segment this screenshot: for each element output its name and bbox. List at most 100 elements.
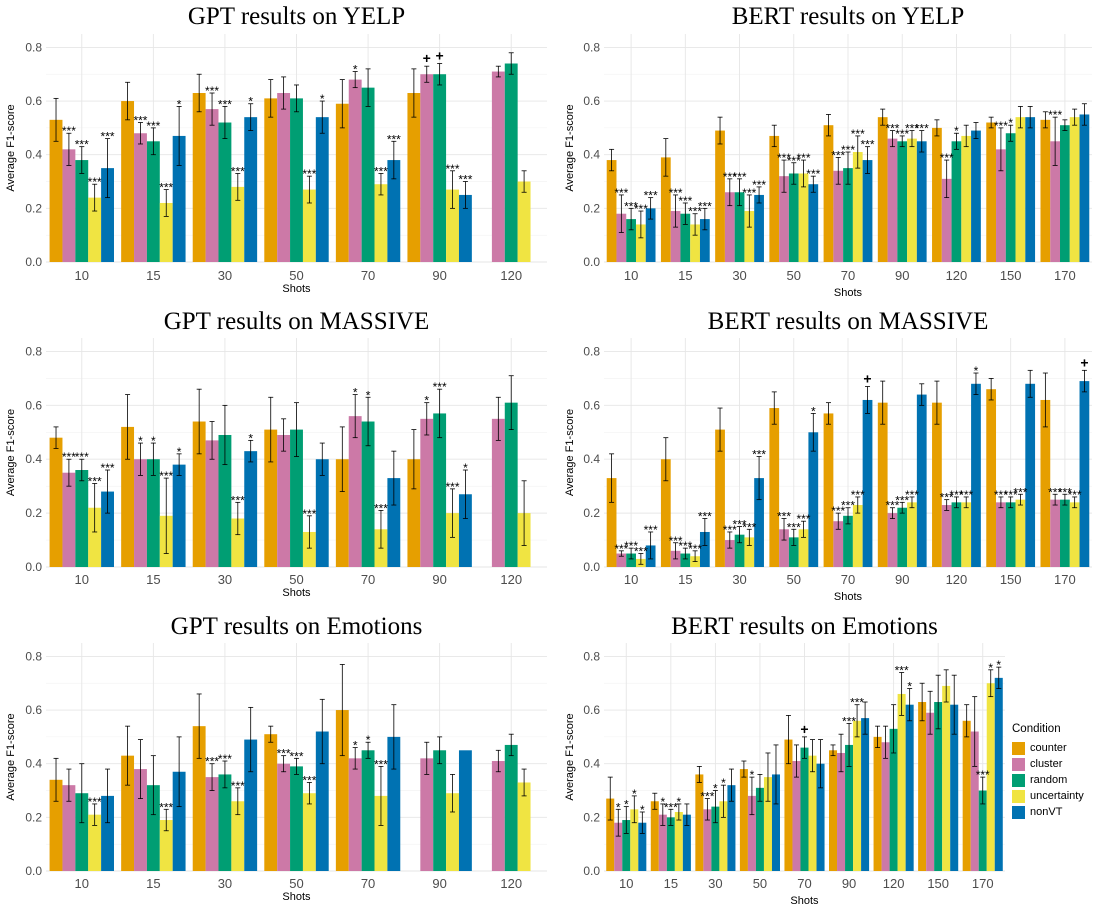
significance-marker: *** [841, 143, 855, 157]
bar-nonVT-30 [244, 451, 258, 567]
bar-random-30 [734, 192, 745, 262]
legend-title: Condition [1012, 723, 1061, 735]
x-axis-label: Shots [282, 891, 311, 903]
significance-marker: *** [851, 127, 865, 141]
significance-marker: * [177, 445, 182, 459]
bar-nonVT-70 [862, 160, 873, 262]
significance-marker: *** [851, 488, 865, 502]
bar-random-15 [146, 785, 160, 871]
bar-cluster-15 [134, 769, 147, 871]
bar-cluster-120 [491, 761, 505, 871]
x-tick-label: 90 [895, 572, 909, 587]
significance-marker: *** [624, 199, 638, 213]
y-tick-label: 0.2 [25, 810, 42, 824]
x-tick-label: 170 [1054, 572, 1076, 587]
bar-cluster-170 [970, 731, 979, 871]
significance-marker: *** [634, 545, 648, 559]
y-axis-label: Average F1-score [564, 104, 576, 191]
bar-uncertainty-90 [907, 138, 917, 262]
bar-uncertainty-70 [808, 755, 817, 871]
chart-title: GPT results on Emotions [171, 613, 423, 640]
y-tick-label: 0.0 [25, 255, 42, 269]
legend-item-random: random [1012, 772, 1096, 788]
significance-marker: + [863, 370, 871, 386]
bar-uncertainty-30 [744, 537, 755, 567]
bar-uncertainty-70 [852, 152, 863, 262]
x-tick-label: 90 [432, 876, 446, 891]
bar-nonVT-90 [916, 394, 927, 567]
bar-counter-15 [660, 459, 671, 567]
significance-marker: *** [62, 450, 76, 464]
significance-marker: * [750, 768, 755, 782]
x-tick-label: 70 [841, 572, 855, 587]
bar-uncertainty-10 [88, 197, 102, 262]
bar-random-70 [361, 421, 375, 567]
bar-uncertainty-90 [446, 513, 459, 567]
bar-nonVT-50 [315, 731, 329, 871]
significance-marker: *** [752, 448, 766, 462]
significance-marker: *** [700, 790, 714, 804]
bar-uncertainty-120 [961, 135, 972, 262]
bar-random-15 [666, 817, 675, 871]
bar-cluster-30 [724, 192, 735, 262]
bar-uncertainty-30 [231, 801, 245, 871]
bar-uncertainty-120 [517, 782, 531, 871]
x-axis-label: Shots [834, 287, 863, 299]
bar-uncertainty-50 [302, 189, 316, 262]
x-tick-label: 15 [146, 268, 160, 283]
bar-random-90 [897, 141, 908, 262]
y-tick-label: 0.4 [583, 148, 600, 162]
bar-cluster-90 [887, 138, 898, 262]
bar-counter-70 [335, 459, 349, 567]
bar-uncertainty-10 [635, 224, 646, 262]
x-tick-label: 90 [842, 876, 856, 891]
bar-random-150 [1005, 133, 1016, 262]
bar-uncertainty-50 [763, 777, 772, 871]
bar-random-30 [218, 774, 232, 871]
bar-cluster-70 [792, 761, 801, 871]
significance-marker: *** [723, 170, 737, 184]
x-tick-label: 30 [218, 268, 232, 283]
significance-marker: *** [723, 523, 737, 537]
bar-random-10 [75, 160, 89, 262]
bar-nonVT-170 [1079, 381, 1090, 567]
bar-nonVT-10 [645, 208, 656, 262]
bar-uncertainty-50 [302, 531, 316, 567]
bar-counter-70 [335, 103, 349, 262]
bar-nonVT-15 [699, 219, 710, 262]
significance-marker: *** [374, 501, 388, 515]
x-tick-label: 10 [75, 268, 89, 283]
y-tick-label: 0.6 [25, 94, 42, 108]
bar-random-10 [626, 219, 636, 262]
y-tick-label: 0.0 [25, 560, 42, 574]
x-tick-label: 50 [289, 268, 303, 283]
bar-random-70 [361, 87, 375, 262]
y-tick-label: 0.0 [583, 255, 600, 269]
significance-marker: *** [302, 167, 316, 181]
bar-nonVT-50 [808, 184, 819, 262]
bar-uncertainty-50 [302, 793, 316, 871]
y-tick-label: 0.4 [25, 757, 42, 771]
significance-marker: * [138, 434, 143, 448]
bar-counter-150 [986, 122, 997, 263]
bar-nonVT-150 [950, 704, 959, 871]
legend-swatch-uncertainty [1012, 789, 1025, 803]
bar-cluster-120 [941, 178, 952, 262]
significance-marker: *** [885, 499, 899, 513]
bar-nonVT-90 [458, 750, 472, 871]
significance-marker: *** [634, 202, 648, 216]
significance-marker: *** [797, 512, 811, 526]
bar-random-10 [75, 793, 89, 871]
bar-nonVT-70 [862, 399, 873, 567]
y-axis-label: Average F1-score [5, 713, 17, 800]
significance-marker: *** [688, 542, 702, 556]
bar-cluster-120 [881, 742, 890, 871]
y-tick-label: 0.0 [25, 864, 42, 878]
bar-uncertainty-90 [446, 793, 459, 871]
x-tick-label: 150 [927, 876, 949, 891]
x-tick-label: 15 [678, 268, 692, 283]
significance-marker: * [177, 97, 182, 111]
bar-nonVT-15 [699, 531, 710, 567]
significance-marker: *** [850, 696, 864, 710]
significance-marker: *** [1013, 485, 1027, 499]
